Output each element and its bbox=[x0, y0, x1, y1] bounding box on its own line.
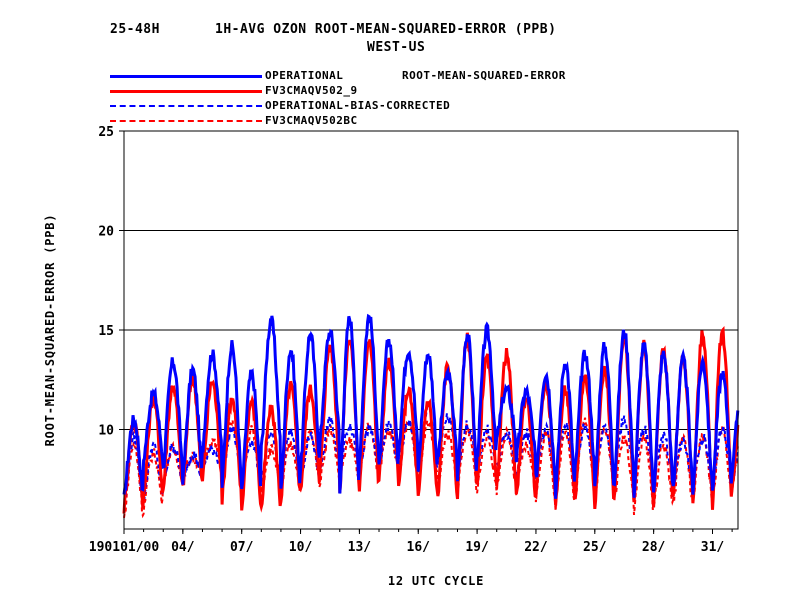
y-tick-label: 25 bbox=[98, 125, 114, 140]
x-tick-label: 31/ bbox=[701, 540, 725, 555]
x-tick-label: 10/ bbox=[289, 540, 313, 555]
lead-time-label: 25-48H bbox=[110, 22, 160, 37]
legend-metric-label: ROOT-MEAN-SQUARED-ERROR bbox=[402, 69, 566, 82]
series-line-operational bbox=[122, 313, 740, 499]
x-tick-label: 07/ bbox=[230, 540, 254, 555]
x-axis-label: 12 UTC CYCLE bbox=[388, 574, 484, 588]
series-layer bbox=[122, 313, 740, 519]
y-axis-ticks: 10 15 20 25 bbox=[98, 125, 124, 439]
legend-swatch-operational-bc bbox=[110, 105, 262, 107]
x-tick-label: 25/ bbox=[583, 540, 607, 555]
x-axis-ticks: 190101/00 04/07/10/13/16/19/22/25/28/31/ bbox=[89, 529, 733, 555]
legend-swatch-fv3cmaq-bc bbox=[110, 120, 262, 122]
x-tick-label: 16/ bbox=[407, 540, 431, 555]
region-subtitle: WEST-US bbox=[367, 40, 426, 55]
chart-title: 1H-AVG OZON ROOT-MEAN-SQUARED-ERROR (PPB… bbox=[215, 22, 557, 37]
legend-swatch-fv3cmaq bbox=[110, 90, 262, 93]
x-tick-label: 13/ bbox=[348, 540, 372, 555]
legend-swatch-operational bbox=[110, 75, 262, 78]
legend-label-fv3cmaq-bc: FV3CMAQV502BC bbox=[265, 114, 358, 127]
legend-label-operational-bc: OPERATIONAL-BIAS-CORRECTED bbox=[265, 99, 451, 112]
legend-label-fv3cmaq: FV3CMAQV502_9 bbox=[265, 84, 358, 97]
y-tick-label: 10 bbox=[98, 424, 114, 439]
x-tick-label: 190101/00 bbox=[89, 540, 160, 555]
legend-label-operational: OPERATIONAL bbox=[265, 69, 344, 82]
x-tick-label: 19/ bbox=[465, 540, 489, 555]
x-tick-label: 04/ bbox=[171, 540, 195, 555]
x-tick-label: 22/ bbox=[524, 540, 548, 555]
y-axis-label: ROOT-MEAN-SQUARED-ERROR (PPB) bbox=[43, 214, 57, 447]
y-tick-label: 20 bbox=[98, 225, 114, 240]
x-tick-label: 28/ bbox=[642, 540, 666, 555]
y-tick-label: 15 bbox=[98, 324, 114, 339]
